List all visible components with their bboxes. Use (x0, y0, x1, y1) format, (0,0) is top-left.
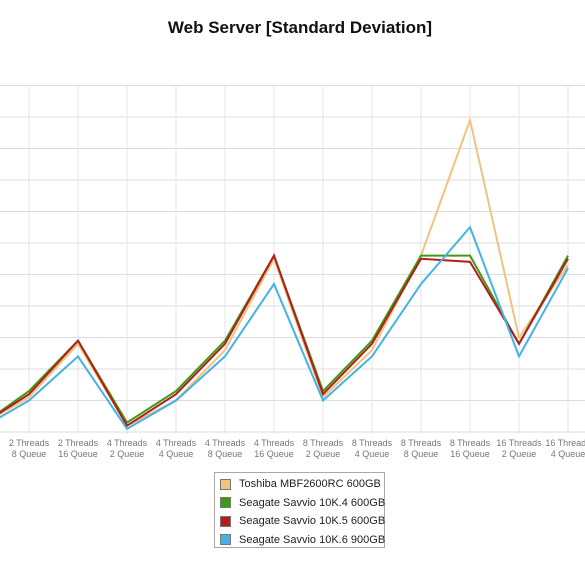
legend: Toshiba MBF2600RC 600GB Seagate Savvio 10… (214, 472, 385, 548)
legend-swatch (220, 497, 231, 509)
x-tick-label: 2 Threads (9, 438, 50, 448)
x-tick-label: 8 Threads (352, 438, 393, 448)
legend-item: Seagate Savvio 10K.5 600GB (220, 512, 386, 531)
x-tick-label: 4 Queue (355, 449, 390, 459)
legend-swatch (220, 478, 231, 490)
x-tick-label: 4 Threads (107, 438, 148, 448)
series-line (0, 116, 569, 428)
x-tick-label: 4 Threads (254, 438, 295, 448)
x-tick-label: 8 Queue (208, 449, 243, 459)
x-tick-label: 4 Queue (159, 449, 194, 459)
x-tick-label: 8 Threads (303, 438, 344, 448)
legend-swatch (220, 515, 231, 527)
x-tick-label: 8 Threads (450, 438, 491, 448)
x-tick-label: 8 Queue (404, 449, 439, 459)
x-tick-label: 2 Threads (58, 438, 99, 448)
x-tick-label: 16 Queue (254, 449, 294, 459)
series-line (0, 253, 569, 428)
x-tick-label: 2 Queue (306, 449, 341, 459)
legend-label: Seagate Savvio 10K.4 600GB (239, 496, 386, 509)
x-tick-label: 2 Queue (502, 449, 537, 459)
x-tick-label: 16 Queue (58, 449, 98, 459)
x-tick-label: 16 Threads (496, 438, 542, 448)
x-tick-label: 1 Threads (0, 438, 1, 448)
legend-swatch (220, 534, 231, 546)
series-line (0, 225, 569, 431)
legend-item: Toshiba MBF2600RC 600GB (220, 475, 384, 494)
legend-label: Toshiba MBF2600RC 600GB (239, 478, 381, 491)
x-tick-label: 16 Threads (545, 438, 585, 448)
x-tick-label: 4 Threads (156, 438, 197, 448)
x-tick-label: 8 Queue (12, 449, 47, 459)
x-tick-label: 2 Queue (110, 449, 145, 459)
x-tick-label: 4 Threads (205, 438, 246, 448)
legend-item: Seagate Savvio 10K.4 600GB (220, 494, 386, 513)
x-tick-label: 8 Threads (401, 438, 442, 448)
legend-label: Seagate Savvio 10K.6 900GB (239, 533, 386, 546)
chart-title: Web Server [Standard Deviation] (167, 18, 433, 37)
x-tick-label: 16 Queue (450, 449, 490, 459)
x-tick-label: 4 Queue (551, 449, 585, 459)
legend-label: Seagate Savvio 10K.5 600GB (239, 515, 386, 528)
legend-item: Seagate Savvio 10K.6 900GB (220, 531, 386, 550)
